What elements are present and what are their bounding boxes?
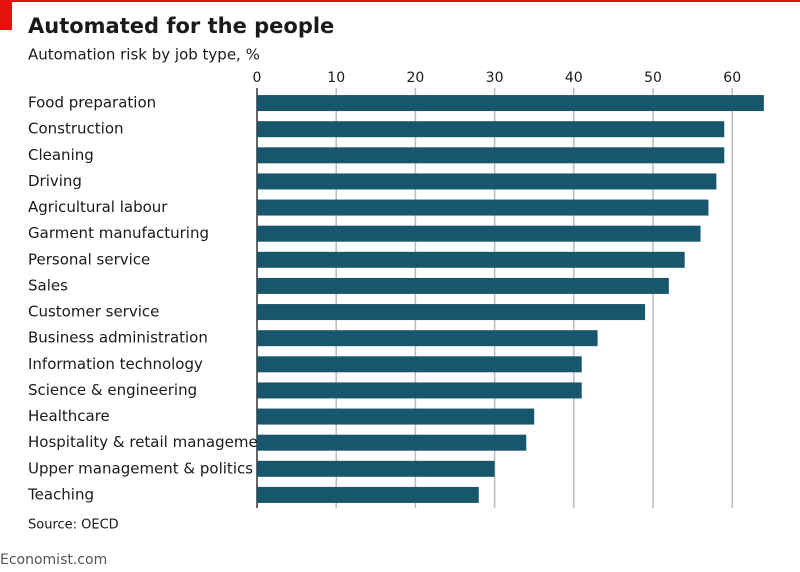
y-tick-label: Agricultural labour <box>28 198 168 216</box>
bar <box>257 356 582 373</box>
y-tick-label: Customer service <box>28 303 159 321</box>
bar <box>257 486 479 503</box>
chart-subtitle: Automation risk by job type, % <box>28 46 260 64</box>
x-tick-label: 60 <box>723 70 741 86</box>
y-tick-label: Information technology <box>28 355 203 373</box>
y-tick-label: Sales <box>28 276 68 294</box>
y-tick-label: Construction <box>28 120 124 138</box>
red-tab <box>0 0 12 30</box>
y-tick-label: Business administration <box>28 329 208 347</box>
y-tick-label: Driving <box>28 172 82 190</box>
bar <box>257 330 598 347</box>
bar <box>257 304 646 321</box>
bar <box>257 251 685 268</box>
chart-title: Automated for the people <box>28 14 334 38</box>
top-rule <box>0 0 800 2</box>
y-tick-label: Hospitality & retail management <box>28 433 273 451</box>
y-tick-label: Upper management & politics <box>28 459 253 477</box>
x-tick-label: 40 <box>565 70 583 86</box>
bar <box>257 434 527 451</box>
x-tick-label: 20 <box>406 70 424 86</box>
bar <box>257 277 669 294</box>
bar <box>257 173 717 190</box>
x-tick-label: 0 <box>253 70 262 86</box>
bar <box>257 199 709 216</box>
bar <box>257 95 764 112</box>
bar <box>257 382 582 399</box>
bar <box>257 121 725 138</box>
bar <box>257 460 495 477</box>
bar <box>257 408 535 425</box>
x-tick-label: 30 <box>486 70 504 86</box>
y-tick-label: Cleaning <box>28 146 94 164</box>
y-tick-label: Personal service <box>28 250 150 268</box>
y-tick-label: Healthcare <box>28 407 110 425</box>
x-tick-label: 50 <box>644 70 662 86</box>
source: Source: OECD <box>28 518 119 533</box>
footer: Economist.com <box>0 552 107 568</box>
y-tick-label: Food preparation <box>28 94 156 112</box>
x-tick-label: 10 <box>327 70 345 86</box>
y-tick-label: Science & engineering <box>28 381 197 399</box>
y-tick-label: Teaching <box>27 485 94 503</box>
bar <box>257 147 725 164</box>
y-tick-label: Garment manufacturing <box>28 224 209 242</box>
bar <box>257 225 701 242</box>
